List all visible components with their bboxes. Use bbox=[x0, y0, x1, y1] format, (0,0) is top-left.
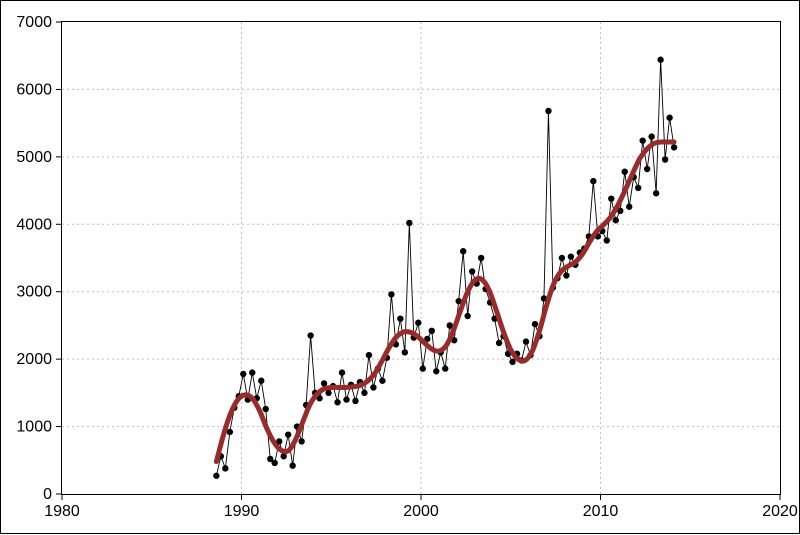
x-tick-label: 2010 bbox=[583, 503, 619, 520]
y-tick-label: 1000 bbox=[16, 419, 52, 436]
data-point bbox=[258, 378, 264, 384]
data-point bbox=[608, 195, 614, 201]
data-point bbox=[406, 220, 412, 226]
y-tick-label: 5000 bbox=[16, 149, 52, 166]
data-point bbox=[249, 369, 255, 375]
data-point bbox=[671, 144, 677, 150]
data-point bbox=[657, 57, 663, 63]
data-point bbox=[361, 390, 367, 396]
x-tick-label: 1980 bbox=[44, 503, 80, 520]
data-point bbox=[644, 166, 650, 172]
data-point bbox=[523, 338, 529, 344]
data-point bbox=[460, 248, 466, 254]
x-tick-label: 2020 bbox=[762, 503, 798, 520]
data-point bbox=[339, 369, 345, 375]
data-point bbox=[285, 431, 291, 437]
data-point bbox=[653, 190, 659, 196]
y-tick-label: 7000 bbox=[16, 14, 52, 31]
data-point bbox=[429, 328, 435, 334]
data-point bbox=[563, 272, 569, 278]
data-point bbox=[662, 156, 668, 162]
data-point bbox=[590, 178, 596, 184]
data-point bbox=[464, 313, 470, 319]
data-point bbox=[568, 253, 574, 259]
data-point bbox=[635, 185, 641, 191]
data-point bbox=[622, 168, 628, 174]
data-point bbox=[352, 398, 358, 404]
data-point bbox=[420, 365, 426, 371]
data-point bbox=[478, 255, 484, 261]
data-point bbox=[272, 460, 278, 466]
data-point bbox=[307, 332, 313, 338]
chart-frame: 1980 1990 2000 2010 2020 0 1000 2000 3000 4000 500… bbox=[0, 0, 800, 534]
data-point bbox=[532, 321, 538, 327]
data-point bbox=[379, 378, 385, 384]
data-point bbox=[334, 399, 340, 405]
data-point bbox=[388, 291, 394, 297]
y-tick-label: 2000 bbox=[16, 351, 52, 368]
y-tick-label: 4000 bbox=[16, 216, 52, 233]
data-point bbox=[433, 368, 439, 374]
y-tick-label: 3000 bbox=[16, 284, 52, 301]
data-point bbox=[626, 204, 632, 210]
chart-svg bbox=[62, 22, 780, 494]
data-point bbox=[545, 108, 551, 114]
data-point bbox=[370, 384, 376, 390]
data-point bbox=[240, 371, 246, 377]
x-tick-label: 1990 bbox=[224, 503, 260, 520]
data-point bbox=[402, 349, 408, 355]
data-point bbox=[613, 217, 619, 223]
trend-line bbox=[216, 142, 674, 462]
raw-series-line bbox=[216, 60, 674, 476]
data-point bbox=[213, 473, 219, 479]
data-point bbox=[343, 396, 349, 402]
data-point bbox=[397, 315, 403, 321]
data-point bbox=[263, 406, 269, 412]
data-point bbox=[559, 255, 565, 261]
data-point bbox=[639, 137, 645, 143]
data-point bbox=[469, 268, 475, 274]
x-tick-label: 2000 bbox=[403, 503, 439, 520]
y-tick-label: 6000 bbox=[16, 81, 52, 98]
data-point bbox=[666, 115, 672, 121]
data-point bbox=[442, 365, 448, 371]
plot-area bbox=[61, 21, 781, 495]
data-point bbox=[496, 340, 502, 346]
data-point bbox=[289, 462, 295, 468]
data-point bbox=[366, 352, 372, 358]
data-point bbox=[415, 320, 421, 326]
data-point bbox=[222, 465, 228, 471]
y-tick-label: 0 bbox=[43, 486, 52, 503]
data-point bbox=[648, 133, 654, 139]
data-point bbox=[298, 438, 304, 444]
data-point bbox=[604, 237, 610, 243]
